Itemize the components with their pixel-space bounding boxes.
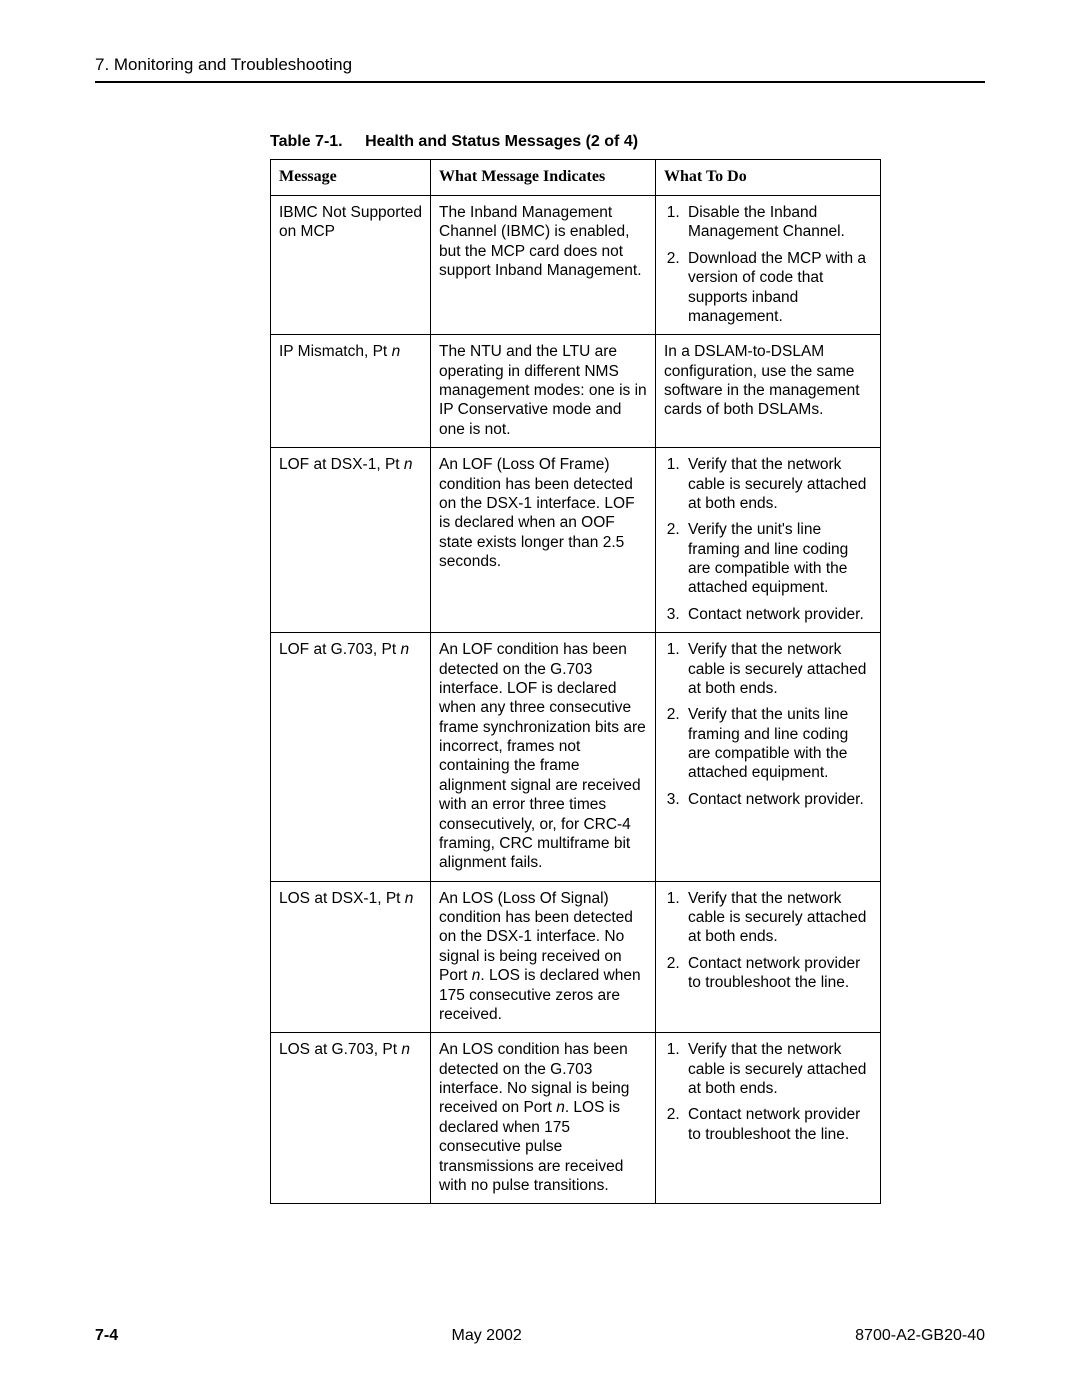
table-row: LOF at DSX-1, Pt n An LOF (Loss Of Frame…	[271, 448, 881, 633]
todo-item: Contact network provider to troubleshoot…	[684, 954, 872, 993]
cell-message: LOS at DSX-1, Pt n	[271, 881, 431, 1033]
footer-date: May 2002	[452, 1327, 522, 1345]
table-header-row: Message What Message Indicates What To D…	[271, 160, 881, 196]
todo-item: Download the MCP with a version of code …	[684, 249, 872, 327]
msg-italic-n: n	[400, 641, 409, 658]
msg-italic-n: n	[404, 456, 413, 473]
ind-italic-n: n	[556, 1099, 565, 1116]
todo-item: Contact network provider to troubleshoot…	[684, 1105, 872, 1144]
msg-italic-n: n	[401, 1041, 410, 1058]
todo-item: Disable the Inband Management Channel.	[684, 203, 872, 242]
table-row: IBMC Not Supported on MCP The Inband Man…	[271, 196, 881, 335]
health-status-table: Message What Message Indicates What To D…	[270, 159, 881, 1204]
header-rule	[95, 81, 985, 83]
table-title: Health and Status Messages (2 of 4)	[365, 133, 638, 150]
table-row: LOF at G.703, Pt n An LOF condition has …	[271, 633, 881, 882]
todo-item: Verify that the network cable is securel…	[684, 640, 872, 698]
msg-text: LOF at DSX-1, Pt	[279, 456, 404, 473]
table-row: LOS at DSX-1, Pt n An LOS (Loss Of Signa…	[271, 881, 881, 1033]
table-row: LOS at G.703, Pt n An LOS condition has …	[271, 1033, 881, 1204]
cell-indicates: An LOF (Loss Of Frame) condition has bee…	[431, 448, 656, 633]
cell-todo: Verify that the network cable is securel…	[656, 881, 881, 1033]
col-todo: What To Do	[656, 160, 881, 196]
cell-todo: Disable the Inband Management Channel. D…	[656, 196, 881, 335]
footer-docnum: 8700-A2-GB20-40	[855, 1327, 985, 1345]
cell-indicates: An LOF condition has been detected on th…	[431, 633, 656, 882]
cell-message: IP Mismatch, Pt n	[271, 335, 431, 448]
cell-indicates: An LOS (Loss Of Signal) condition has be…	[431, 881, 656, 1033]
page-footer: 7-4 May 2002 8700-A2-GB20-40	[95, 1327, 985, 1345]
msg-text: LOS at G.703, Pt	[279, 1041, 401, 1058]
table-row: IP Mismatch, Pt n The NTU and the LTU ar…	[271, 335, 881, 448]
cell-todo: Verify that the network cable is securel…	[656, 633, 881, 882]
cell-message: IBMC Not Supported on MCP	[271, 196, 431, 335]
todo-item: Verify that the network cable is securel…	[684, 455, 872, 513]
table-caption: Table 7-1. Health and Status Messages (2…	[270, 133, 880, 151]
col-message: Message	[271, 160, 431, 196]
table-number: Table 7-1.	[270, 133, 343, 150]
cell-message: LOS at G.703, Pt n	[271, 1033, 431, 1204]
cell-indicates: An LOS condition has been detected on th…	[431, 1033, 656, 1204]
msg-italic-n: n	[392, 343, 401, 360]
cell-indicates: The Inband Management Channel (IBMC) is …	[431, 196, 656, 335]
msg-text: IP Mismatch, Pt	[279, 343, 392, 360]
page-container: 7. Monitoring and Troubleshooting Table …	[0, 0, 1080, 1397]
cell-todo: Verify that the network cable is securel…	[656, 1033, 881, 1204]
todo-item: Verify the unit's line framing and line …	[684, 520, 872, 598]
chapter-header: 7. Monitoring and Troubleshooting	[95, 55, 985, 81]
cell-todo: Verify that the network cable is securel…	[656, 448, 881, 633]
todo-item: Verify that the network cable is securel…	[684, 1040, 872, 1098]
msg-text: LOS at DSX-1, Pt	[279, 890, 405, 907]
page-number: 7-4	[95, 1327, 118, 1345]
cell-message: LOF at G.703, Pt n	[271, 633, 431, 882]
msg-italic-n: n	[405, 890, 414, 907]
todo-item: Verify that the network cable is securel…	[684, 889, 872, 947]
msg-text: LOF at G.703, Pt	[279, 641, 400, 658]
todo-item: Contact network provider.	[684, 605, 872, 624]
todo-item: Verify that the units line framing and l…	[684, 705, 872, 783]
cell-indicates: The NTU and the LTU are operating in dif…	[431, 335, 656, 448]
todo-item: Contact network provider.	[684, 790, 872, 809]
cell-message: LOF at DSX-1, Pt n	[271, 448, 431, 633]
col-indicates: What Message Indicates	[431, 160, 656, 196]
table-wrap: Table 7-1. Health and Status Messages (2…	[270, 133, 880, 1204]
cell-todo: In a DSLAM-to-DSLAM configuration, use t…	[656, 335, 881, 448]
